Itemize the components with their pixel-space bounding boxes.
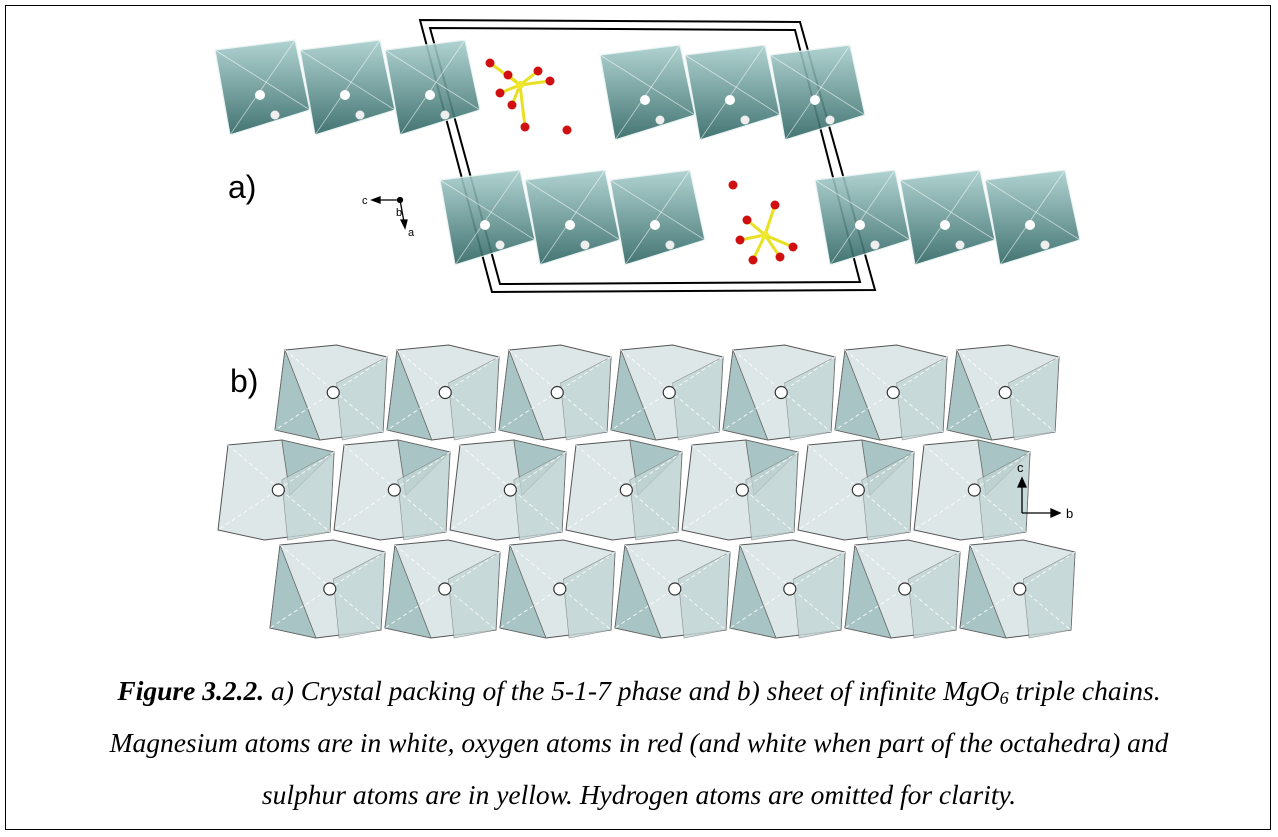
axis-label: a bbox=[408, 227, 415, 239]
atom bbox=[999, 387, 1011, 399]
sulfur bbox=[761, 231, 769, 239]
atom bbox=[554, 583, 566, 595]
caption-text: Magnesium atoms are in white, oxygen ato… bbox=[110, 727, 1169, 758]
atom bbox=[1025, 220, 1035, 230]
atom bbox=[663, 387, 675, 399]
atom bbox=[327, 387, 339, 399]
oxygen bbox=[771, 201, 780, 210]
oxygen bbox=[729, 181, 738, 190]
oxygen bbox=[534, 67, 543, 76]
atom bbox=[504, 484, 516, 496]
caption-text: a) Crystal packing of the 5-1-7 phase an… bbox=[264, 675, 1000, 706]
caption-number: Figure 3.2.2. bbox=[117, 675, 264, 706]
page: a) c b a b) c b Figure 3.2.2. a) Crystal… bbox=[0, 0, 1278, 837]
atom bbox=[810, 95, 820, 105]
atom bbox=[656, 116, 665, 125]
panel-label: b) bbox=[230, 363, 258, 399]
oxygen bbox=[736, 236, 745, 245]
atom bbox=[871, 241, 880, 250]
bond bbox=[765, 205, 775, 235]
atom bbox=[640, 95, 650, 105]
oxygen bbox=[504, 71, 513, 80]
figure-caption: Figure 3.2.2. a) Crystal packing of the … bbox=[0, 665, 1278, 821]
oxygen bbox=[749, 256, 758, 265]
atom bbox=[620, 484, 632, 496]
atom bbox=[852, 484, 864, 496]
caption-text: triple chains. bbox=[1009, 675, 1161, 706]
atom bbox=[1041, 241, 1050, 250]
oxygen bbox=[546, 77, 555, 86]
atom bbox=[666, 241, 675, 250]
atom bbox=[255, 90, 265, 100]
oxygen bbox=[563, 126, 572, 135]
panel-label: a) bbox=[228, 169, 256, 205]
atom bbox=[887, 387, 899, 399]
atom bbox=[826, 116, 835, 125]
atom bbox=[956, 241, 965, 250]
atom bbox=[388, 484, 400, 496]
figure-graphic: a) c b a b) c b bbox=[0, 0, 1278, 660]
atom bbox=[340, 90, 350, 100]
atom bbox=[940, 220, 950, 230]
bond bbox=[520, 85, 525, 127]
axis-label: b bbox=[396, 207, 402, 219]
atom bbox=[736, 484, 748, 496]
axis-label: c bbox=[1017, 460, 1024, 475]
oxygen bbox=[508, 101, 517, 110]
caption-subscript: 6 bbox=[1000, 688, 1009, 708]
atom bbox=[784, 583, 796, 595]
atom bbox=[968, 484, 980, 496]
atom bbox=[855, 220, 865, 230]
atom bbox=[356, 111, 365, 120]
polyhedra-slabs bbox=[215, 40, 1080, 265]
atom bbox=[669, 583, 681, 595]
atom bbox=[324, 583, 336, 595]
oxygen bbox=[496, 89, 505, 98]
axis-label: b bbox=[1066, 506, 1073, 521]
oxygen bbox=[743, 216, 752, 225]
octahedra-sheet bbox=[218, 345, 1075, 638]
atom bbox=[581, 241, 590, 250]
oxygen bbox=[776, 253, 785, 262]
atom bbox=[650, 220, 660, 230]
atom bbox=[565, 220, 575, 230]
sulfur bbox=[516, 81, 524, 89]
atom bbox=[439, 583, 451, 595]
atom bbox=[725, 95, 735, 105]
axis-label: c bbox=[362, 195, 368, 207]
atom bbox=[551, 387, 563, 399]
atom bbox=[775, 387, 787, 399]
oxygen bbox=[521, 123, 530, 132]
atom bbox=[741, 116, 750, 125]
caption-text: sulphur atoms are in yellow. Hydrogen at… bbox=[262, 779, 1016, 810]
atom bbox=[899, 583, 911, 595]
oxygen bbox=[789, 243, 798, 252]
atom bbox=[272, 484, 284, 496]
atom bbox=[496, 241, 505, 250]
atom bbox=[439, 387, 451, 399]
atom bbox=[271, 111, 280, 120]
atom bbox=[425, 90, 435, 100]
oxygen bbox=[486, 59, 495, 68]
atom bbox=[441, 111, 450, 120]
atom bbox=[480, 220, 490, 230]
atom bbox=[1014, 583, 1026, 595]
